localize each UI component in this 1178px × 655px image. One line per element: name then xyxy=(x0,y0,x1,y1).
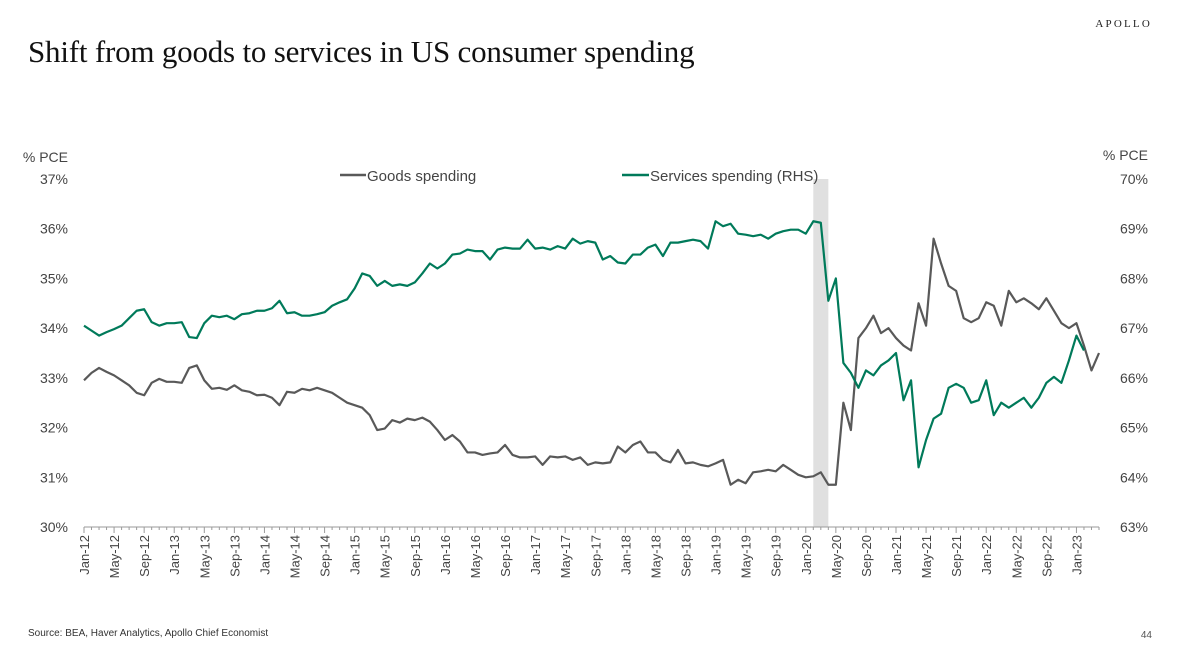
y-tick-label-right: 69% xyxy=(1120,221,1148,237)
y-tick-label-left: 35% xyxy=(40,270,68,286)
x-tick-label: Sep-17 xyxy=(588,535,603,577)
x-tick-label: Jan-19 xyxy=(709,535,724,575)
y-tick-label-right: 68% xyxy=(1120,270,1148,286)
x-axis: Jan-12 May-12 Sep-12 Jan-13 May-13 Sep-13 Jan-… xyxy=(77,527,1100,578)
y-tick-label-right: 67% xyxy=(1120,320,1148,336)
x-tick-label: May-20 xyxy=(829,535,844,578)
x-tick-label: May-13 xyxy=(197,535,212,578)
x-tick-label: Sep-22 xyxy=(1039,535,1054,577)
x-tick-label: Jan-12 xyxy=(77,535,92,575)
legend: Goods spending Services spending (RHS) xyxy=(340,168,818,185)
legend-label-services: Services spending (RHS) xyxy=(650,168,818,185)
y-tick-label-right: 63% xyxy=(1120,519,1148,535)
x-tick-label: Sep-18 xyxy=(678,535,693,577)
y-tick-label-right: 65% xyxy=(1120,420,1148,436)
x-tick-label: Jan-14 xyxy=(257,535,272,575)
y-axis-left-title: % PCE xyxy=(23,149,68,165)
y-tick-label-left: 30% xyxy=(40,519,68,535)
x-tick-label: Sep-16 xyxy=(498,535,513,577)
x-tick-label: Sep-21 xyxy=(949,535,964,577)
y-tick-label-right: 70% xyxy=(1120,171,1148,187)
x-tick-label: Jan-13 xyxy=(167,535,182,575)
x-tick-label: Jan-16 xyxy=(438,535,453,575)
y-axis-right-title: % PCE xyxy=(1103,147,1148,163)
x-tick-label: Jan-15 xyxy=(348,535,363,575)
brand-logo: APOLLO xyxy=(1095,18,1152,30)
chart-title: Shift from goods to services in US consu… xyxy=(28,34,695,69)
y-tick-label-left: 34% xyxy=(40,320,68,336)
source-note: Source: BEA, Haver Analytics, Apollo Chi… xyxy=(28,628,269,639)
y-tick-label-right: 66% xyxy=(1120,370,1148,386)
x-tick-label: May-21 xyxy=(919,535,934,578)
y-tick-label-left: 33% xyxy=(40,370,68,386)
x-tick-label: Sep-19 xyxy=(769,535,784,577)
x-tick-label: May-17 xyxy=(558,535,573,578)
x-tick-label: May-19 xyxy=(739,535,754,578)
y-tick-label-right: 64% xyxy=(1120,469,1148,485)
x-tick-label: Sep-13 xyxy=(227,535,242,577)
x-tick-label: Jan-23 xyxy=(1069,535,1084,575)
y-tick-label-left: 32% xyxy=(40,420,68,436)
x-tick-label: Jan-20 xyxy=(799,535,814,575)
x-tick-label: Jan-17 xyxy=(528,535,543,575)
y-tick-label-left: 36% xyxy=(40,221,68,237)
y-axis-left: 30% 31% 32% 33% 34% 35% 36% 37% xyxy=(40,171,68,535)
x-tick-label: Jan-22 xyxy=(979,535,994,575)
x-tick-label: Sep-20 xyxy=(859,535,874,577)
series-line-services xyxy=(83,220,1085,469)
y-tick-label-left: 31% xyxy=(40,469,68,485)
legend-label-goods: Goods spending xyxy=(367,168,476,185)
x-tick-label: May-18 xyxy=(648,535,663,578)
y-tick-label-left: 37% xyxy=(40,171,68,187)
series-line-goods xyxy=(83,237,1101,486)
x-tick-label: May-22 xyxy=(1009,535,1024,578)
page-number: 44 xyxy=(1140,630,1152,641)
x-tick-label: Sep-15 xyxy=(408,535,423,577)
x-tick-label: May-12 xyxy=(107,535,122,578)
x-tick-label: May-14 xyxy=(288,535,303,578)
x-tick-label: Jan-21 xyxy=(889,535,904,575)
x-tick-label: May-15 xyxy=(378,535,393,578)
y-axis-right: 63% 64% 65% 66% 67% 68% 69% 70% xyxy=(1120,171,1148,535)
x-tick-label: May-16 xyxy=(468,535,483,578)
x-tick-label: Jan-18 xyxy=(618,535,633,575)
x-tick-label: Sep-14 xyxy=(318,535,333,577)
x-tick-label: Sep-12 xyxy=(137,535,152,577)
